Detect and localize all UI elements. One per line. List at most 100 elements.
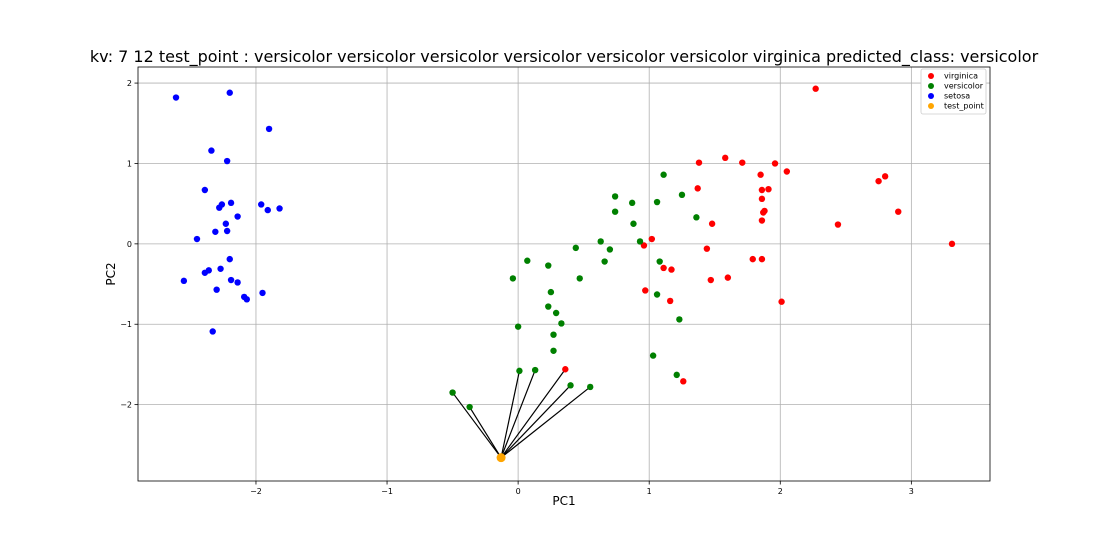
setosa-point [216, 204, 223, 211]
virginica-point [761, 207, 768, 215]
versicolor-point [449, 389, 456, 396]
versicolor-point [676, 316, 683, 323]
legend-marker-setosa [928, 93, 934, 99]
virginica-point [739, 159, 746, 166]
setosa-point [226, 255, 233, 263]
virginica-point [895, 208, 902, 215]
versicolor-point [630, 220, 637, 227]
virginica-point [668, 266, 675, 273]
virginica-point [758, 255, 766, 263]
y-tick-label: −1 [120, 320, 132, 329]
versicolor-point [597, 238, 604, 245]
x-tick-label: 2 [778, 487, 783, 496]
versicolor-point [524, 257, 531, 264]
versicolor-point [649, 352, 657, 359]
versicolor-point [545, 262, 552, 269]
virginica-point [834, 221, 842, 228]
setosa-point [276, 205, 283, 212]
versicolor-point [606, 246, 614, 253]
virginica-point [680, 378, 687, 385]
versicolor-point [516, 367, 523, 375]
legend-marker-versicolor [928, 83, 934, 89]
x-axis-label: PC1 [552, 494, 575, 508]
versicolor-point [636, 238, 644, 245]
versicolor-point [693, 214, 700, 221]
x-tick-label: −1 [381, 487, 393, 496]
neighbor-line [500, 369, 536, 458]
versicolor-point [656, 258, 663, 265]
versicolor-point [611, 193, 619, 200]
virginica-point [703, 245, 711, 252]
versicolor-point [550, 347, 557, 354]
data-points [172, 85, 956, 463]
legend-box [920, 68, 987, 115]
versicolor-point [576, 275, 583, 282]
virginica-point [778, 298, 785, 305]
setosa-point [226, 89, 233, 96]
virginica-point [948, 240, 956, 248]
versicolor-point [547, 288, 555, 296]
setosa-point [222, 220, 230, 227]
virginica-point [707, 276, 715, 284]
virginica-point [694, 185, 701, 192]
neighbor-line [452, 392, 502, 459]
versicolor-point [550, 331, 557, 338]
versicolor-point [514, 323, 522, 330]
setosa-point [234, 279, 241, 286]
setosa-point [201, 186, 209, 194]
versicolor-point [611, 208, 619, 215]
virginica-point [757, 171, 764, 178]
versicolor-point [531, 366, 539, 374]
neighbor-line [500, 384, 571, 459]
virginica-point [648, 235, 656, 243]
versicolor-point [653, 198, 661, 206]
setosa-point [180, 277, 188, 285]
grid-lines [138, 67, 990, 481]
y-tick-label: −2 [120, 401, 132, 410]
setosa-point [258, 201, 265, 208]
versicolor-point [509, 275, 517, 282]
y-tick-label: 0 [127, 240, 132, 249]
setosa-point [265, 125, 273, 133]
versicolor-point [653, 291, 661, 298]
virginica-point [722, 154, 729, 162]
virginica-point [758, 195, 766, 203]
versicolor-point [567, 382, 574, 389]
axis-ticks: −2 −1 0 1 2 3 −2 −1 0 1 2 [120, 79, 914, 496]
virginica-point [758, 186, 766, 194]
virginica-point [695, 159, 703, 166]
setosa-point [223, 227, 231, 235]
x-tick-label: 1 [647, 487, 652, 496]
chart-title: kv: 7 12 test_point : versicolor versico… [90, 47, 1039, 67]
setosa-point [223, 157, 231, 165]
legend: virginica versicolor setosa test_point [920, 68, 987, 115]
legend-label-setosa: setosa [944, 92, 970, 101]
virginica-point [640, 242, 648, 249]
virginica-point [724, 274, 732, 281]
setosa-point [264, 206, 271, 214]
versicolor-point [601, 258, 608, 265]
x-tick-label: −2 [250, 487, 262, 496]
setosa-point [217, 265, 224, 272]
versicolor-point [678, 191, 686, 199]
virginica-point [708, 220, 716, 227]
legend-label-virginica: virginica [944, 72, 978, 81]
neighbor-line [469, 406, 502, 459]
virginica-point [758, 217, 766, 224]
versicolor-point [587, 383, 594, 391]
versicolor-point [660, 171, 667, 178]
setosa-point [243, 296, 250, 303]
y-tick-label: 2 [127, 79, 132, 88]
virginica-point [812, 85, 819, 92]
setosa-point [227, 276, 235, 284]
setosa-point [208, 147, 215, 154]
setosa-point [193, 235, 201, 243]
virginica-point [749, 255, 756, 263]
neighbor-line [500, 370, 521, 458]
setosa-point [259, 289, 266, 297]
versicolor-point [466, 403, 473, 411]
setosa-point [234, 213, 241, 220]
virginica-point [875, 177, 882, 185]
virginica-point [666, 297, 674, 305]
